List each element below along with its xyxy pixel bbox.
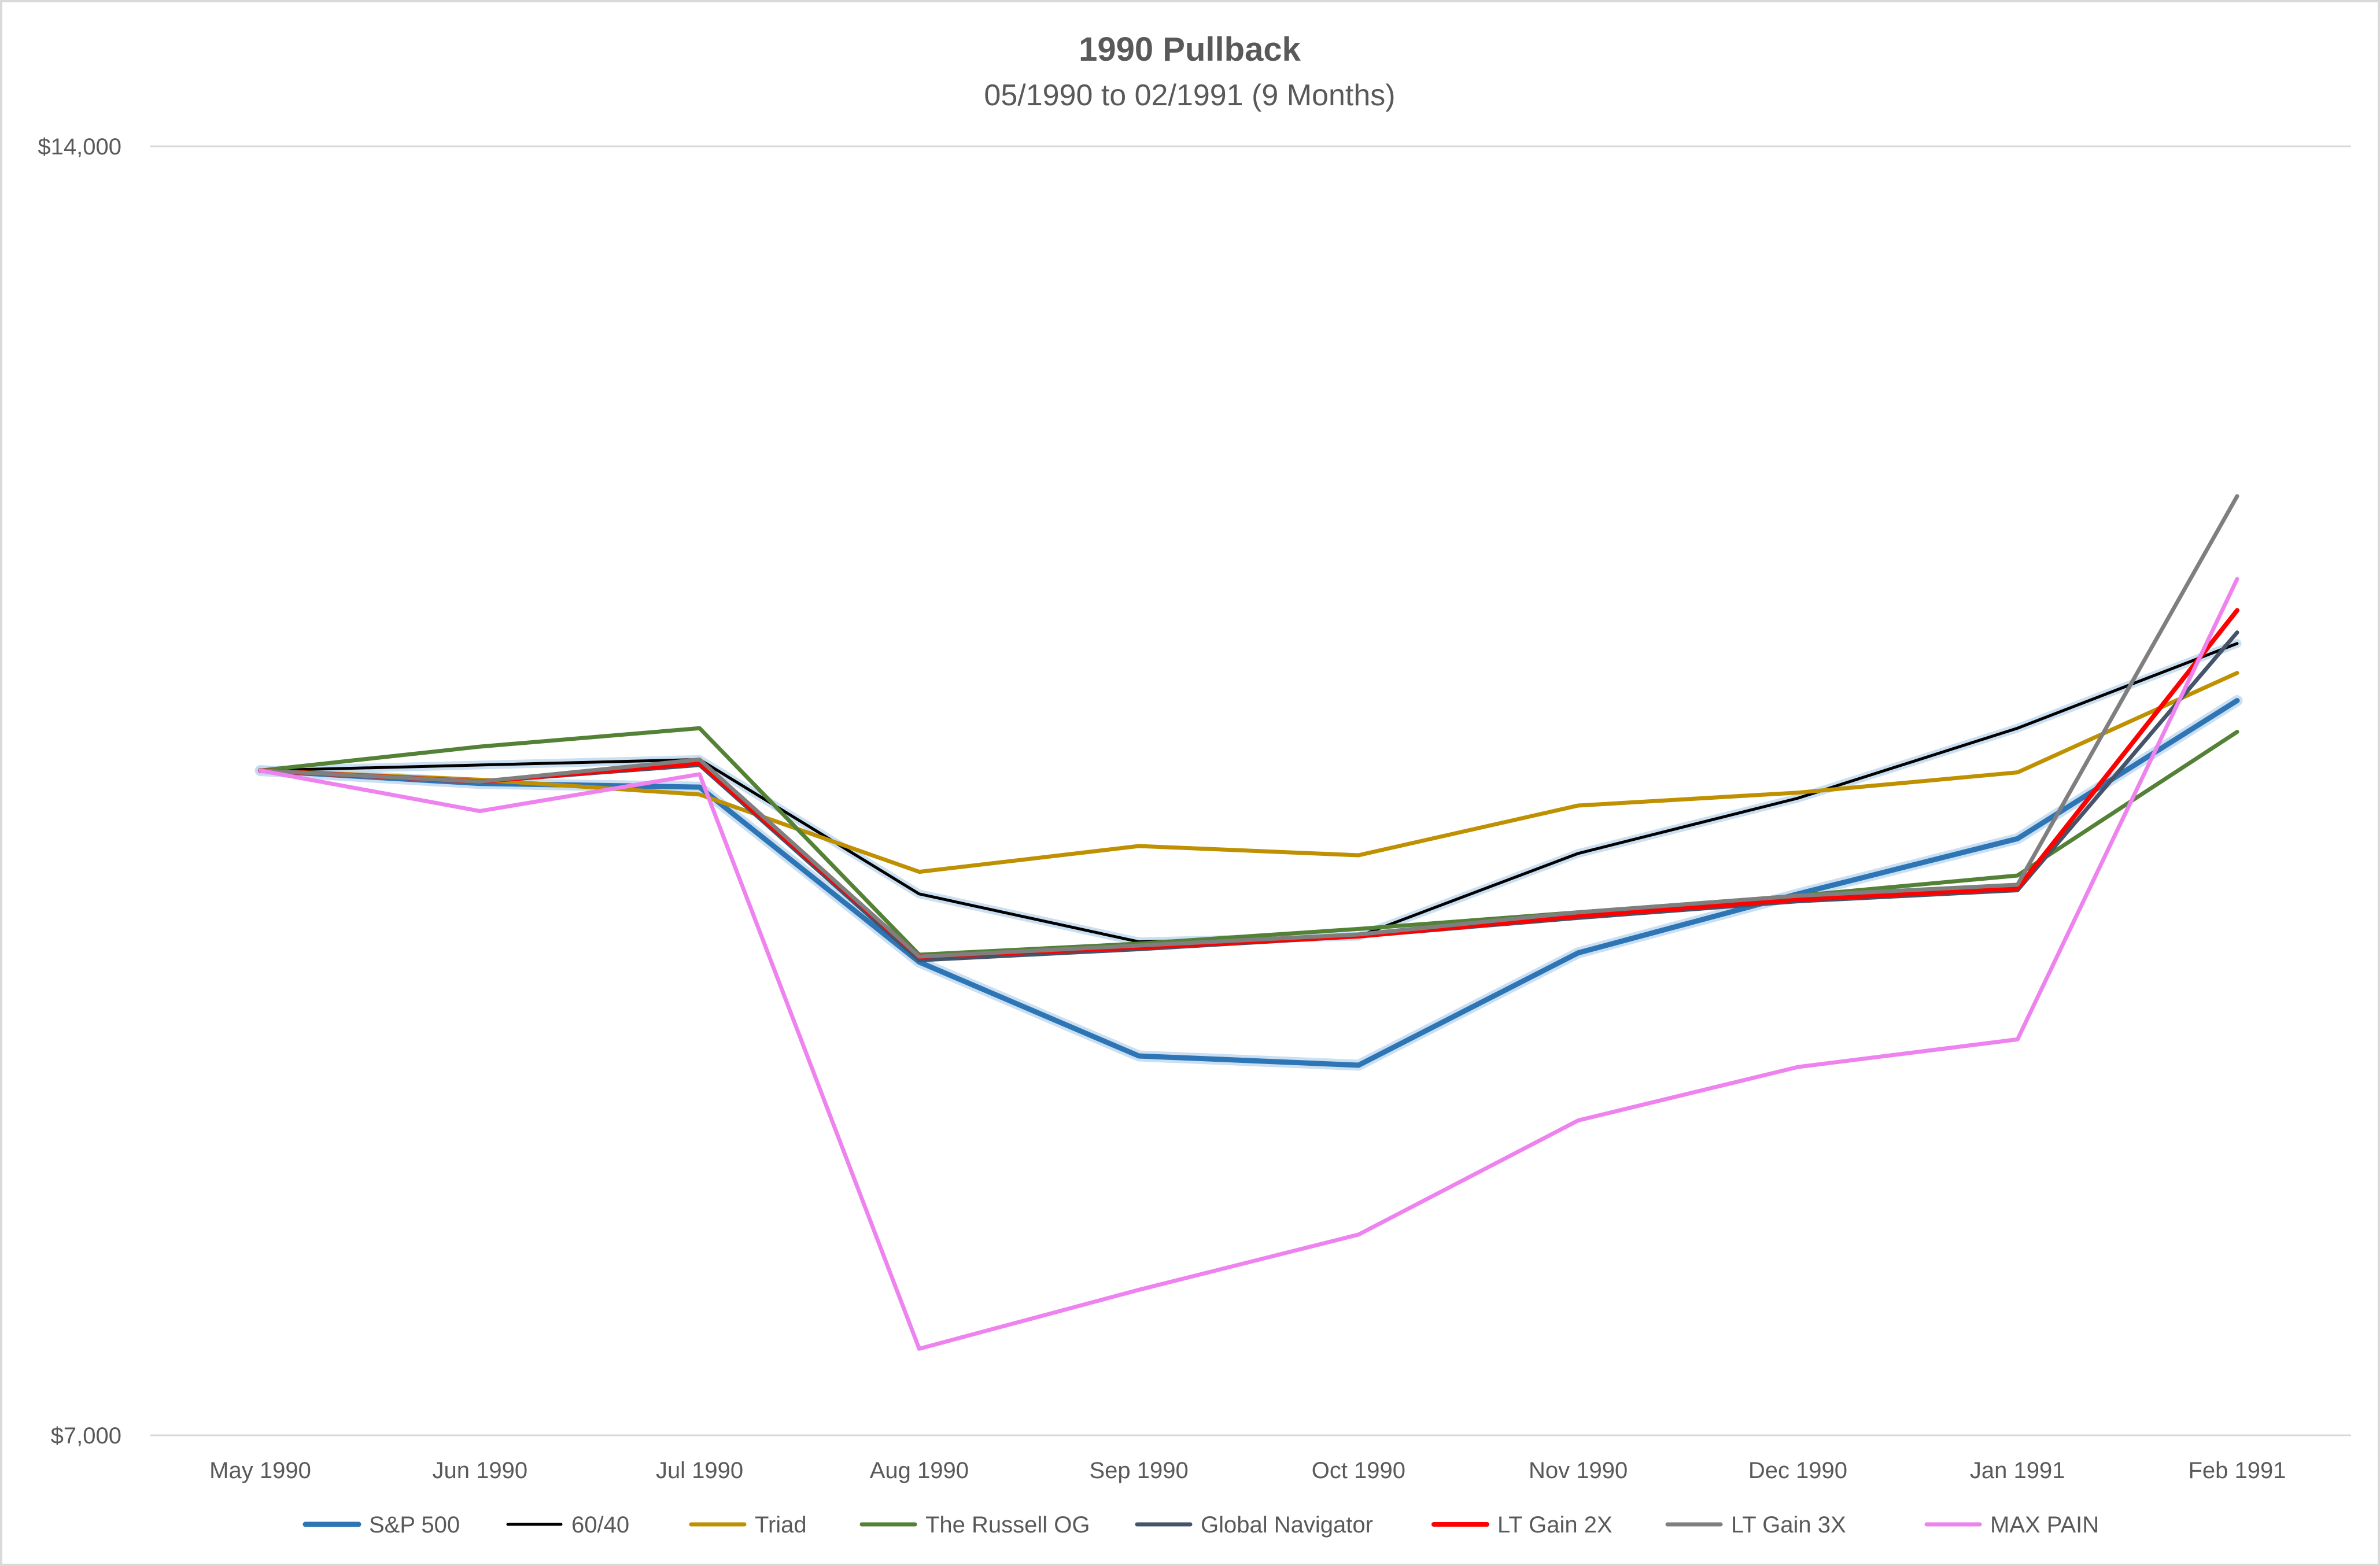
x-tick-label: Feb 1991 [2188,1458,2286,1483]
x-axis-ticks: May 1990 Jun 1990 Jul 1990 Aug 1990 Sep 1990… [209,1458,2286,1483]
legend-label: The Russell OG [925,1512,1090,1538]
legend-item[interactable]: MAX PAIN [1924,1512,2099,1538]
chart-subtitle: 05/1990 to 02/1991 (9 Months) [984,79,1395,112]
x-tick-label: Jul 1990 [656,1458,743,1483]
series-glow [256,639,2242,947]
chart-title: 1990 Pullback [1079,31,1301,68]
series-line [258,494,2239,959]
x-tick-label: Jun 1990 [432,1458,527,1483]
legend-label: Triad [755,1512,807,1538]
legend-item[interactable]: S&P 500 [302,1512,460,1538]
legend-item[interactable]: LT Gain 2X [1431,1512,1613,1538]
series-line [258,577,2239,1351]
x-tick-label: Jan 1991 [1970,1458,2065,1483]
x-tick-label: Aug 1990 [870,1458,969,1483]
x-tick-label: Oct 1990 [1312,1458,1405,1483]
series-lines [254,494,2243,1351]
series-60-40[interactable] [256,639,2242,947]
legend-item[interactable]: 60/40 [506,1512,629,1538]
x-tick-label: May 1990 [209,1458,311,1483]
x-tick-label: Sep 1990 [1089,1458,1188,1483]
legend-item[interactable]: LT Gain 3X [1665,1512,1846,1538]
series-line [258,671,2239,874]
gridlines [150,145,2351,1436]
legend-label: Global Navigator [1201,1512,1373,1538]
legend-label: LT Gain 2X [1497,1512,1613,1538]
series-line [259,642,2239,944]
y-tick-label: $14,000 [38,134,121,160]
x-tick-label: Dec 1990 [1748,1458,1847,1483]
legend-item[interactable]: The Russell OG [859,1512,1090,1538]
series-line [258,726,2239,957]
legend-label: LT Gain 3X [1731,1512,1846,1538]
legend-label: 60/40 [571,1512,629,1538]
legend-item[interactable]: Global Navigator [1135,1512,1373,1538]
y-tick-label: $7,000 [51,1423,121,1449]
legend[interactable]: S&P 500 60/40 Triad The Russell OG Global Na… [302,1512,2099,1538]
series-max-pain[interactable] [258,577,2239,1351]
series-lt-gain-3x[interactable] [258,494,2239,959]
y-axis-ticks: $7,000 $14,000 [38,134,121,1449]
x-tick-label: Nov 1990 [1529,1458,1628,1483]
legend-item[interactable]: Triad [689,1512,807,1538]
legend-label: S&P 500 [369,1512,460,1538]
legend-label: MAX PAIN [1990,1512,2099,1538]
